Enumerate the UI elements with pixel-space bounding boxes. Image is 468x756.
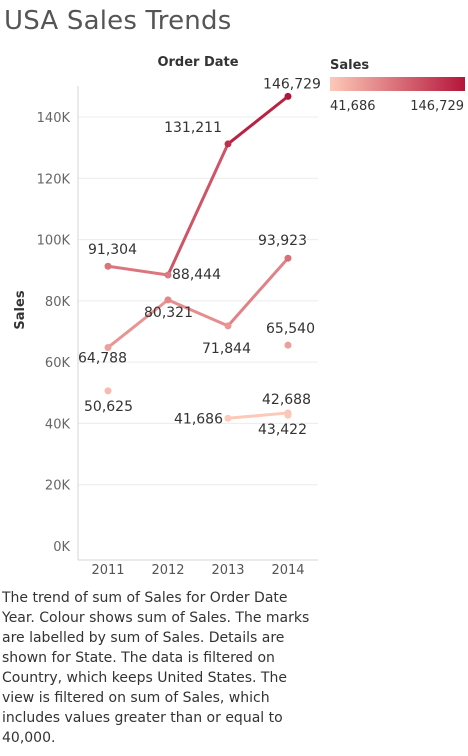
data-point [164,296,172,304]
series-line [106,298,170,349]
legend-title: Sales [330,58,369,73]
series-line [106,264,170,277]
chart-title: USA Sales Trends [4,6,232,36]
y-axis-title: Sales [13,290,28,329]
data-label: 88,444 [172,267,221,283]
x-tick-label: 2013 [211,563,244,578]
y-tick-label: 120K [37,172,71,187]
data-label: 131,211 [164,120,222,136]
data-label: 146,729 [263,76,321,92]
data-label: 93,923 [258,233,307,249]
series-line [166,298,230,328]
data-label: 71,844 [202,341,251,357]
data-point [224,140,232,148]
data-label: 91,304 [88,242,137,258]
y-tick-label: 80K [45,295,71,310]
x-tick-label: 2011 [91,563,124,578]
data-point [284,341,292,349]
x-tick-label: 2014 [271,563,304,578]
data-point [104,387,112,395]
chart-description: The trend of sum of Sales for Order Date… [2,590,310,746]
data-label: 80,321 [144,305,193,321]
legend-min-label: 41,686 [330,99,376,114]
data-label: 43,422 [258,422,307,438]
series-line [226,411,290,420]
y-tick-label: 20K [45,479,71,494]
series-line [226,256,290,328]
x-tick-label: 2012 [151,563,184,578]
legend-color-ramp [330,77,465,91]
legend-max-label: 146,729 [410,99,464,114]
y-tick-label: 60K [45,356,71,371]
column-header: Order Date [157,55,238,70]
data-point [224,322,232,330]
y-tick-label: 40K [45,417,71,432]
data-point [164,271,172,279]
line-chart: Order Date Sales 0K 20K 40K 60K 80K 100K 120K 140… [13,55,465,578]
y-tick-label: 100K [37,234,71,249]
series-line [226,94,290,146]
data-point [284,411,292,419]
data-label: 42,688 [262,392,311,408]
data-point [284,254,292,262]
data-label: 41,686 [174,411,223,427]
data-point [284,92,292,100]
data-label: 50,625 [84,399,133,415]
data-label: 65,540 [266,321,315,337]
y-tick-label: 0K [53,540,70,555]
data-point [224,414,232,422]
data-point [104,343,112,351]
y-tick-label: 140K [37,111,71,126]
data-point [104,262,112,270]
data-label: 64,788 [78,350,127,366]
series-line [166,142,230,277]
